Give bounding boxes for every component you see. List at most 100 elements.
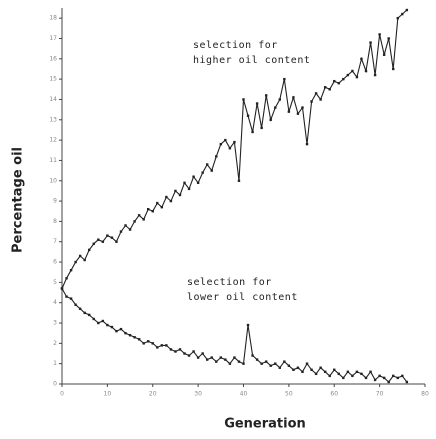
point [165,344,168,347]
point [246,114,250,117]
point [156,201,159,205]
point [328,88,331,91]
point [369,41,372,44]
point [378,33,381,36]
point [292,96,295,99]
point [387,380,390,384]
point [74,303,77,306]
point [242,98,245,101]
point [110,236,114,239]
point [206,358,209,361]
point [65,277,68,280]
point [210,169,213,172]
point [124,224,127,227]
point [255,102,259,105]
point [351,69,354,73]
point [251,130,254,134]
point [283,360,286,363]
point [187,187,191,191]
point [292,368,295,371]
point [278,366,281,369]
point [333,79,336,83]
y-tick-label: 0 [53,381,57,388]
point [128,334,132,337]
point [78,307,82,310]
point [296,366,300,369]
point [278,98,281,101]
point [355,370,359,374]
point [260,126,263,130]
point [106,234,109,237]
point [405,8,409,12]
y-tick-label: 18 [49,15,57,22]
x-tick-label: 0 [60,391,64,398]
point [269,118,272,121]
point [314,372,318,376]
point [201,171,204,174]
point [110,325,114,329]
y-tick-label: 12 [49,137,57,144]
point [106,323,109,327]
point [310,368,313,371]
point [392,374,395,378]
point [119,327,123,331]
point [210,356,213,359]
point [187,354,191,357]
point [283,77,286,81]
point [301,370,304,374]
point [323,86,327,89]
point [174,350,177,353]
y-tick-label: 10 [49,177,57,184]
point [196,181,200,184]
point [355,75,359,79]
point [305,142,309,146]
point [151,342,154,345]
y-tick-label: 7 [53,238,57,245]
point [246,323,250,327]
point [83,311,86,315]
point [74,260,77,264]
point [392,67,395,71]
point [78,254,82,258]
point [115,240,118,243]
point [178,193,182,197]
point [183,181,186,184]
point [364,376,368,380]
point [88,313,91,317]
point [382,53,386,56]
point [219,142,223,146]
point [264,360,268,363]
x-tick-label: 70 [376,391,384,398]
point [224,138,227,142]
x-tick-label: 10 [104,391,112,398]
point [192,175,195,178]
point [133,336,136,339]
y-tick-label: 4 [53,299,57,306]
point [88,248,91,252]
point [264,94,268,97]
point [169,348,173,351]
point [142,218,145,221]
point [178,348,182,351]
point [405,380,409,384]
point [124,331,127,335]
y-tick-label: 6 [53,259,57,266]
point [169,199,173,203]
point [296,112,300,115]
point [137,214,141,217]
point [333,368,336,371]
point [115,329,118,333]
point [373,73,377,77]
point [360,372,363,376]
y-tick-label: 14 [49,96,57,103]
point [337,82,340,85]
annotation: selection for [193,40,278,51]
point [133,220,136,223]
point [97,238,100,241]
y-tick-label: 5 [53,279,57,286]
point [310,100,313,103]
point [269,364,272,367]
point [215,360,218,363]
point [378,374,381,378]
